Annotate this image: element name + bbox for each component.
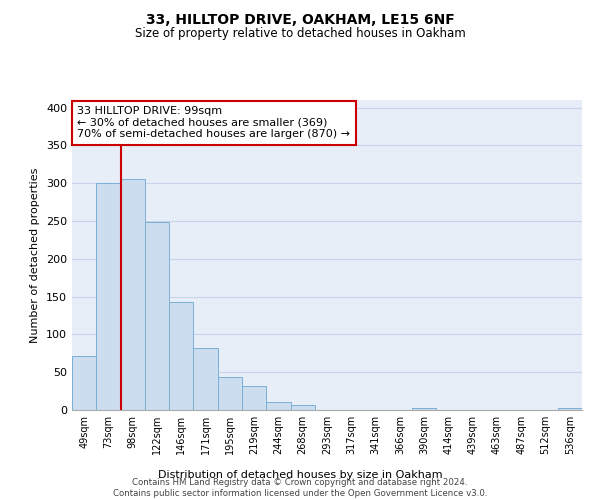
- Bar: [169, 302, 193, 410]
- Bar: [96, 183, 121, 410]
- Bar: [121, 178, 145, 410]
- Bar: [145, 222, 169, 410]
- Bar: [266, 402, 290, 410]
- Bar: [72, 356, 96, 410]
- Bar: [558, 408, 582, 410]
- Bar: [193, 348, 218, 410]
- Text: Distribution of detached houses by size in Oakham: Distribution of detached houses by size …: [158, 470, 442, 480]
- Text: Contains HM Land Registry data © Crown copyright and database right 2024.
Contai: Contains HM Land Registry data © Crown c…: [113, 478, 487, 498]
- Y-axis label: Number of detached properties: Number of detached properties: [31, 168, 40, 342]
- Bar: [412, 408, 436, 410]
- Bar: [242, 386, 266, 410]
- Bar: [290, 406, 315, 410]
- Text: 33, HILLTOP DRIVE, OAKHAM, LE15 6NF: 33, HILLTOP DRIVE, OAKHAM, LE15 6NF: [146, 12, 454, 26]
- Text: Size of property relative to detached houses in Oakham: Size of property relative to detached ho…: [134, 28, 466, 40]
- Bar: [218, 376, 242, 410]
- Text: 33 HILLTOP DRIVE: 99sqm
← 30% of detached houses are smaller (369)
70% of semi-d: 33 HILLTOP DRIVE: 99sqm ← 30% of detache…: [77, 106, 350, 140]
